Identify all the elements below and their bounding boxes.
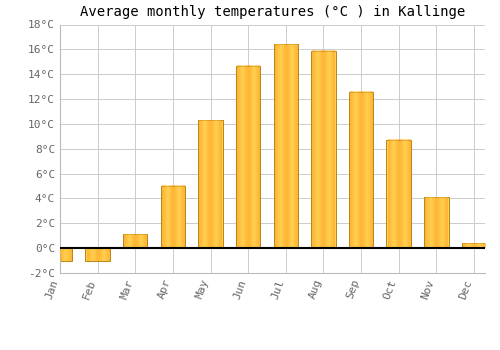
Bar — [86, 248, 110, 260]
Bar — [198, 120, 222, 248]
Bar — [386, 140, 411, 248]
Bar — [349, 92, 373, 248]
Bar — [48, 248, 72, 260]
Title: Average monthly temperatures (°C ) in Kallinge: Average monthly temperatures (°C ) in Ka… — [80, 5, 465, 19]
Bar — [274, 44, 298, 248]
Bar — [236, 65, 260, 248]
Bar — [123, 234, 148, 248]
Bar — [311, 51, 336, 248]
Bar — [462, 243, 486, 248]
Bar — [160, 186, 185, 248]
Bar — [424, 197, 448, 248]
